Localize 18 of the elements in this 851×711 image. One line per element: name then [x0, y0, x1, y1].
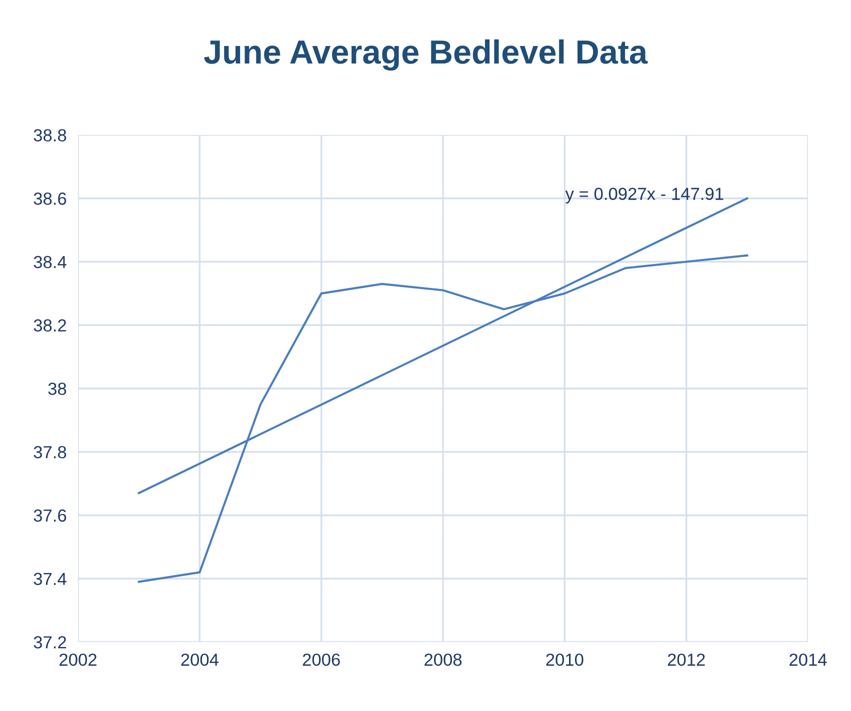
x-tick-label: 2010 — [546, 654, 584, 666]
y-tick-label: 38.8 — [34, 129, 66, 142]
x-tick-label: 2014 — [790, 654, 827, 666]
x-tick-label: 2012 — [668, 654, 705, 666]
y-tick-label: 37.6 — [34, 509, 66, 522]
y-tick-label: 38.2 — [34, 319, 66, 332]
y-tick-label: 38 — [48, 382, 66, 395]
y-tick-label: 38.6 — [34, 192, 66, 205]
x-tick-label: 2006 — [302, 654, 340, 666]
x-tick-label: 2004 — [181, 654, 218, 666]
chart-title: June Average Bedlevel Data — [204, 39, 648, 71]
y-tick-label: 37.2 — [34, 636, 66, 648]
annotation: y = 0.0927x - 147.91 — [565, 188, 724, 204]
x-tick-label: 2008 — [424, 654, 462, 666]
y-tick-label: 38.4 — [34, 256, 66, 268]
y-tick-label: 37.4 — [34, 572, 66, 586]
y-tick-label: 37.8 — [34, 446, 66, 458]
x-tick-label: 2002 — [60, 654, 96, 666]
